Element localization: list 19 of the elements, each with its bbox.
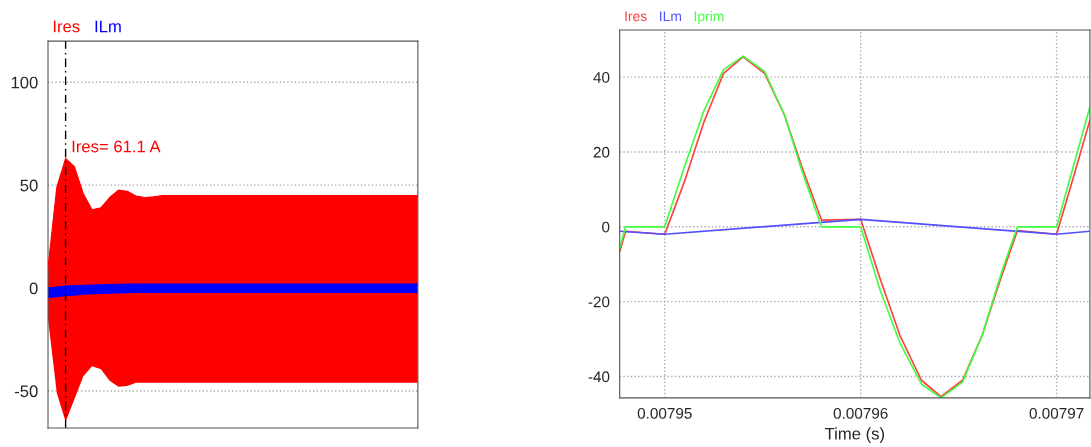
text: Iprim bbox=[694, 10, 724, 24]
y-tick-label: -20 bbox=[588, 296, 610, 308]
y-tick-label: 0 bbox=[602, 221, 610, 233]
text: ILm bbox=[95, 20, 121, 33]
x-tick-label: 0.00795 bbox=[637, 407, 692, 419]
y-tick-label: -40 bbox=[588, 371, 610, 383]
annotation: Ires= 61.1 A bbox=[72, 140, 161, 153]
x-tick-label: 0.00797 bbox=[1029, 407, 1084, 419]
text: ILm bbox=[660, 11, 682, 22]
y-tick-label: 50 bbox=[20, 179, 38, 192]
y-tick-label: 100 bbox=[11, 76, 38, 89]
y-tick-label: 40 bbox=[593, 71, 610, 83]
text: Ires bbox=[53, 20, 80, 33]
y-tick-label: -50 bbox=[14, 385, 38, 398]
y-tick-label: 20 bbox=[593, 146, 610, 158]
y-tick-label: 0 bbox=[29, 282, 38, 295]
x-axis-title: Time (s) bbox=[824, 427, 884, 443]
text: Ires bbox=[625, 11, 647, 22]
x-tick-label: 0.00796 bbox=[833, 407, 888, 419]
